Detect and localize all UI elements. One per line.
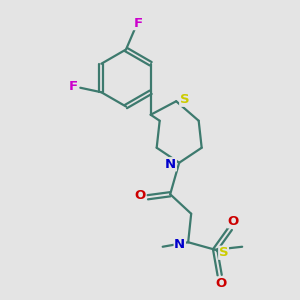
Text: N: N bbox=[165, 158, 176, 171]
Text: O: O bbox=[216, 277, 227, 290]
Text: F: F bbox=[134, 16, 142, 30]
Text: O: O bbox=[135, 189, 146, 202]
Text: S: S bbox=[180, 93, 189, 106]
Text: N: N bbox=[174, 238, 185, 251]
Text: O: O bbox=[228, 215, 239, 228]
Text: F: F bbox=[69, 80, 78, 93]
Text: S: S bbox=[219, 246, 228, 259]
